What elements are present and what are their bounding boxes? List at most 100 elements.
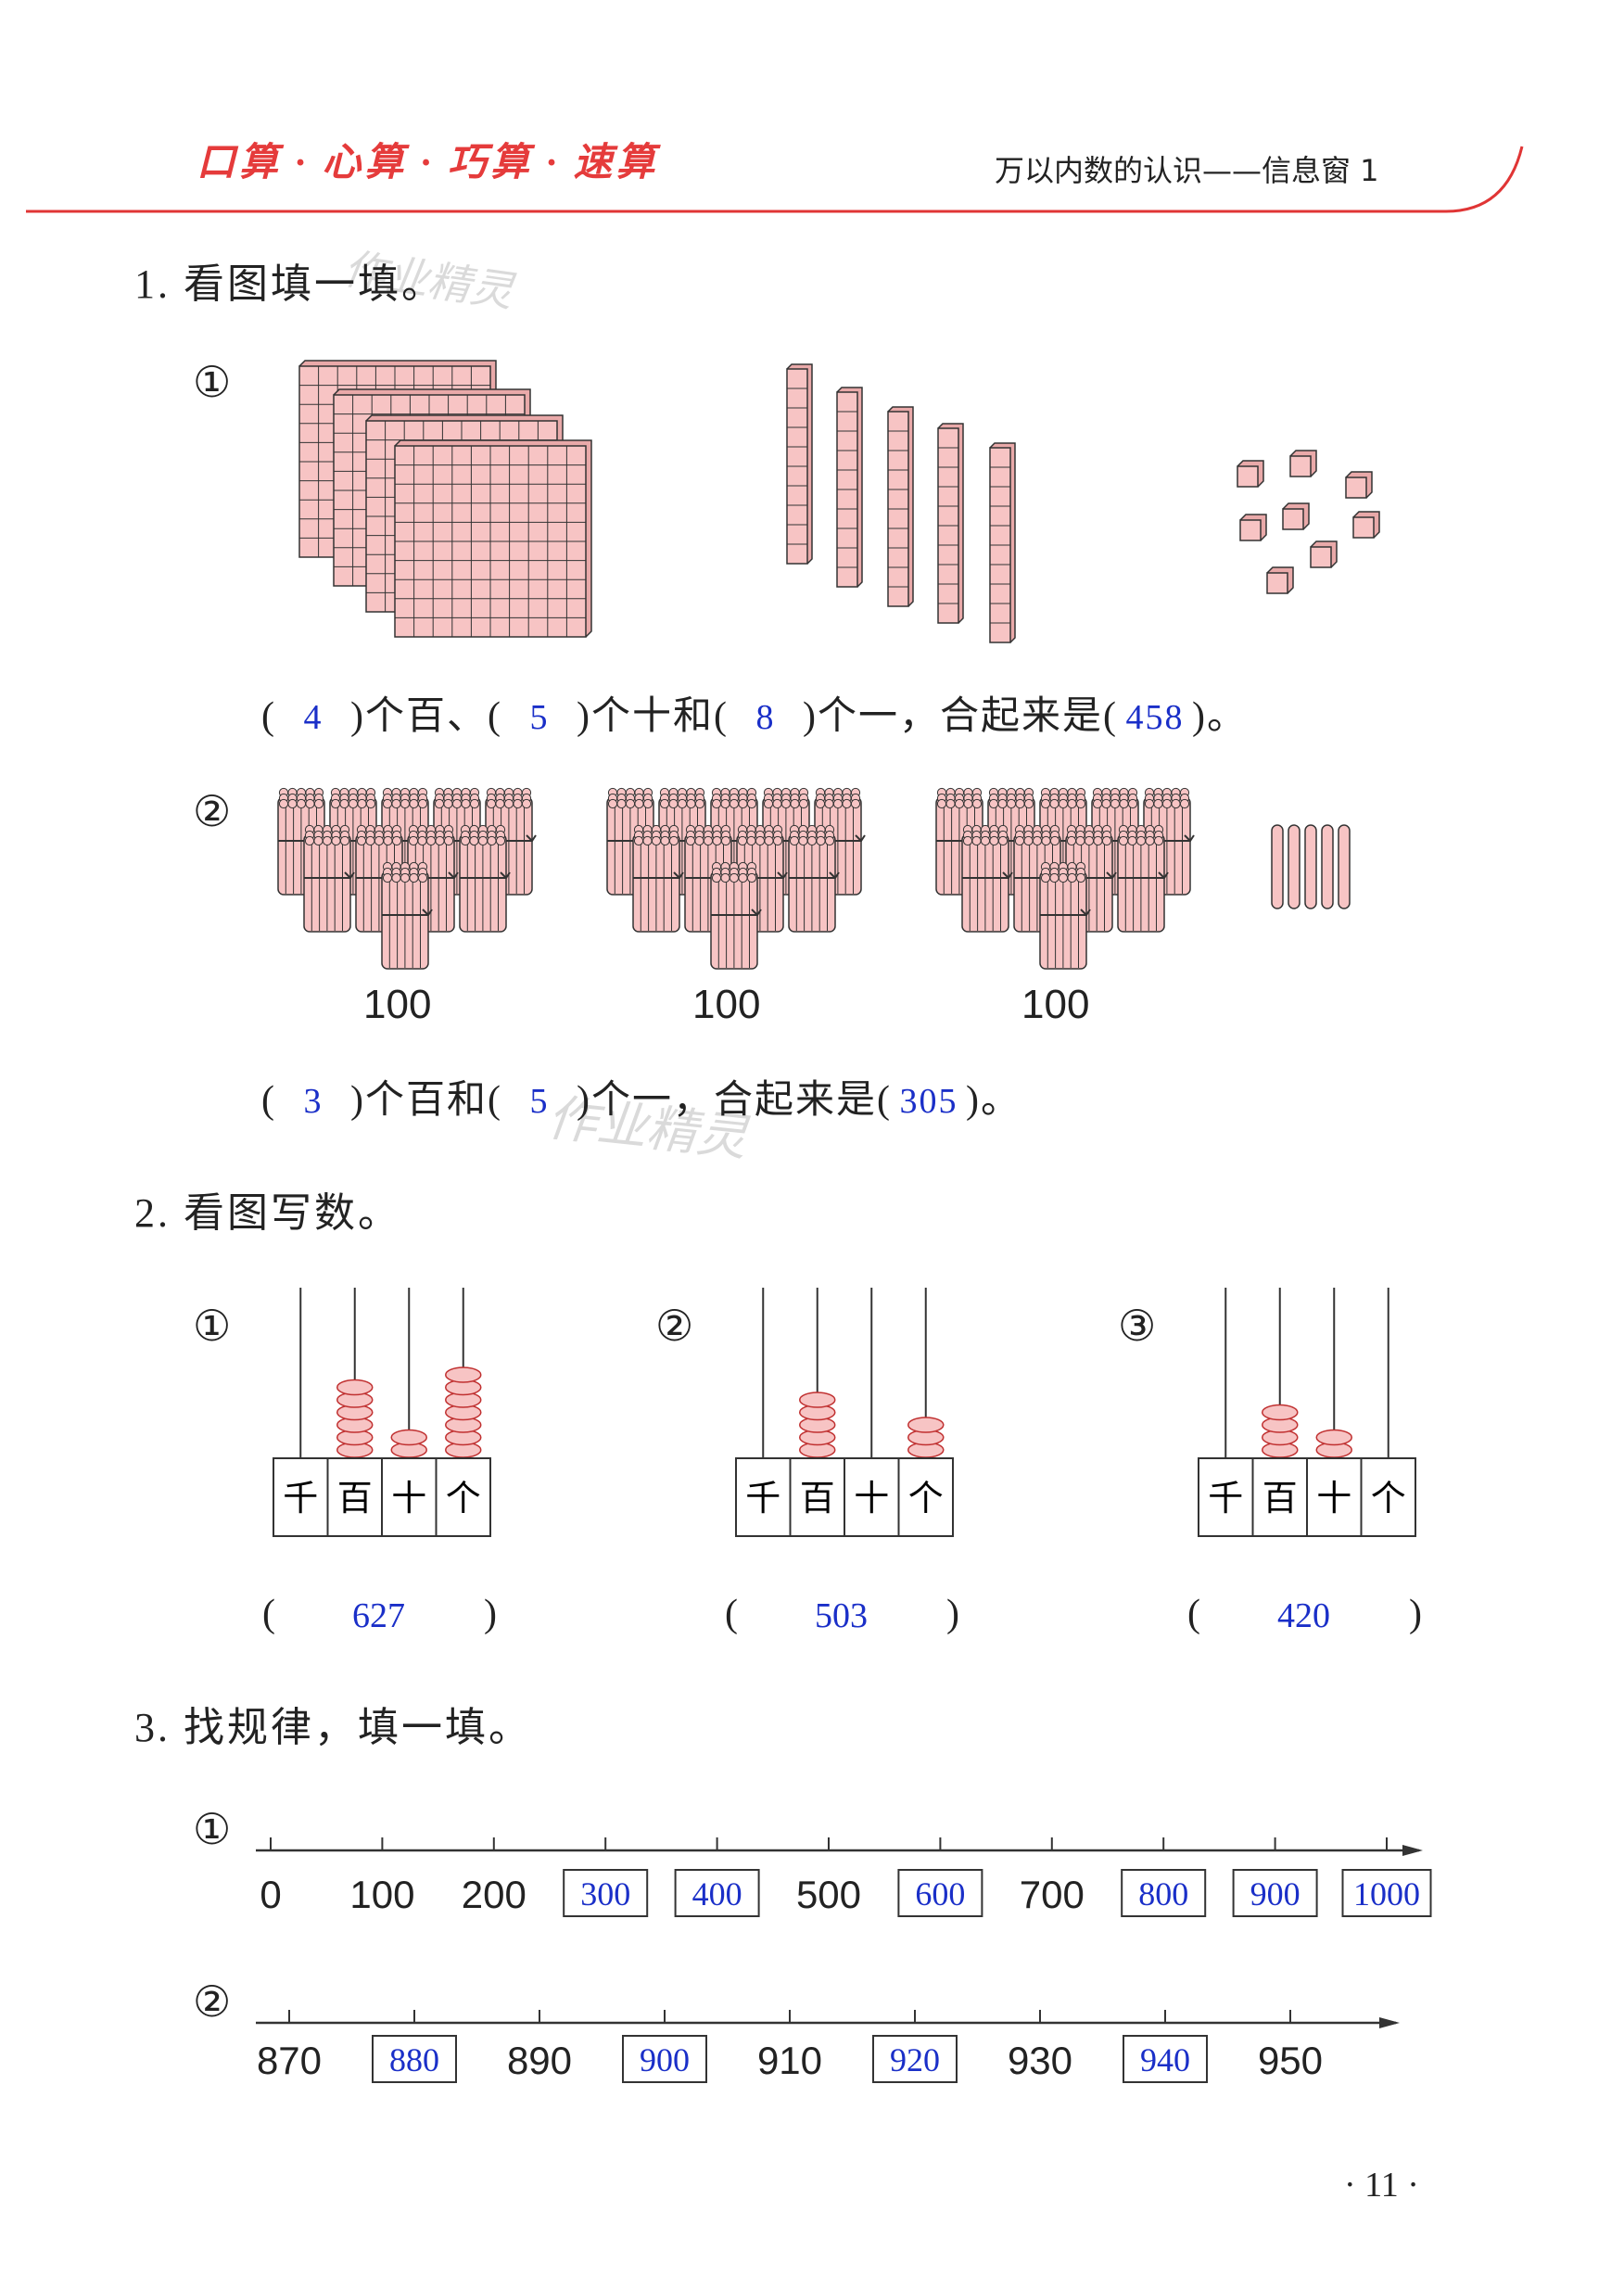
bundle-lines [969, 838, 1001, 931]
stick-end [451, 798, 463, 809]
unit-cube [1352, 516, 1375, 539]
stick-end [798, 798, 809, 809]
stick-end [513, 798, 523, 809]
flat-grid [395, 446, 586, 637]
stick-end [997, 798, 1008, 809]
place-cell [435, 1457, 491, 1537]
paren: ( [725, 1593, 738, 1635]
stick-end [1153, 798, 1163, 809]
bundle-tie [460, 871, 511, 880]
stick-end [391, 835, 402, 846]
place-cell [381, 1457, 438, 1537]
tick-label: 700 [1020, 1873, 1085, 1916]
answer-blank: 8 [755, 698, 776, 737]
answer-box [563, 1869, 649, 1917]
tick-label: 870 [257, 2039, 322, 2082]
paren: ( [262, 1593, 275, 1635]
stick-end [798, 835, 808, 846]
stick-end [729, 798, 740, 809]
sentence-text: )个百、( [350, 695, 502, 738]
stick-end [330, 798, 341, 809]
bundle-tie [1040, 909, 1091, 917]
single-stick [1304, 824, 1317, 909]
paren: ) [946, 1593, 959, 1635]
stick-end [469, 798, 480, 809]
bundle-lines [285, 801, 317, 894]
stick-end [607, 798, 618, 809]
stick-end [1110, 798, 1121, 809]
stick-end [763, 798, 774, 809]
stick-end [668, 835, 679, 846]
answer: 300 [580, 1875, 630, 1913]
paren: ) [1409, 1593, 1422, 1635]
stick-end [417, 872, 428, 883]
bundle-lines [388, 875, 421, 968]
stick-end [383, 835, 393, 846]
stick-end [711, 798, 722, 809]
bundle-tie [382, 909, 433, 917]
answer-box [1123, 2035, 1208, 2083]
single-stick [1288, 824, 1300, 909]
stick-end [1032, 835, 1043, 846]
stick-end [806, 835, 818, 846]
stick-end [738, 872, 748, 883]
stick-end [425, 835, 437, 846]
stick-end [1015, 798, 1025, 809]
sentence: (4)个百、(5)个十和(8)个一，合起来是(458)。 [261, 697, 1248, 736]
stick-end [764, 835, 774, 846]
stick-end [1101, 798, 1111, 809]
stick-end [1093, 835, 1103, 846]
header-right: 万以内数的认识——信息窗 1 [995, 153, 1379, 188]
stick-end [503, 798, 514, 809]
stick-end [1058, 872, 1069, 883]
stick-end [677, 798, 688, 809]
stick-end [313, 835, 324, 846]
stick-end [789, 835, 800, 846]
stick-end [780, 798, 792, 809]
stick-end [1067, 872, 1077, 883]
stick-end [1066, 835, 1077, 846]
answer-blank: 5 [529, 1082, 550, 1121]
bundle-tie [1118, 871, 1169, 880]
tick-label: 500 [796, 1873, 861, 1916]
place-cell [273, 1457, 329, 1537]
group-label: 100 [692, 982, 761, 1027]
unit-cube [1310, 546, 1332, 568]
answer: 400 [692, 1875, 742, 1913]
stick-end [339, 798, 349, 809]
stick-end [391, 798, 401, 809]
answer-blank: 458 [1125, 698, 1185, 737]
stick-end [1092, 798, 1103, 809]
stick-end [634, 798, 644, 809]
stick-end [443, 798, 453, 809]
arrow-head [1402, 1845, 1423, 1856]
place-label: 千 [745, 1480, 780, 1519]
stick-end [1049, 798, 1059, 809]
bundle-lines [717, 875, 750, 968]
answer: 880 [389, 2041, 439, 2078]
answer: 900 [640, 2041, 690, 2078]
stick-end [287, 798, 298, 809]
rod-grid [888, 430, 908, 588]
stick-end [486, 798, 497, 809]
stick-end [989, 835, 999, 846]
stick-end [400, 798, 411, 809]
rod-grid [837, 411, 857, 568]
stick-end [296, 798, 307, 809]
stick-end [642, 798, 653, 809]
stick-end [1067, 798, 1077, 809]
answer: 600 [915, 1875, 965, 1913]
place-label: 千 [1208, 1480, 1243, 1519]
answer-blank: 3 [303, 1082, 324, 1121]
stick-end [357, 798, 367, 809]
stick-end [469, 835, 479, 846]
stick-end [313, 798, 324, 809]
stick-end [720, 835, 731, 846]
tick-label: 890 [507, 2039, 572, 2082]
answer-blank: 4 [303, 698, 324, 737]
unit-cube [1237, 465, 1259, 488]
stick-end [815, 798, 826, 809]
answer-box [1121, 1869, 1207, 1917]
stick-end [1161, 798, 1173, 809]
